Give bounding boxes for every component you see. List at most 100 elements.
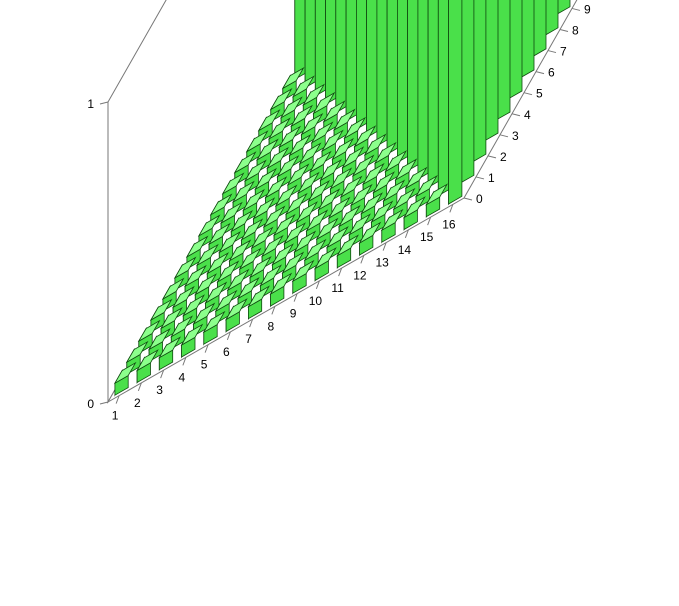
bar-top-face — [331, 137, 354, 161]
bar-top-face — [312, 91, 336, 115]
bar-top-face — [362, 162, 385, 186]
bar-top-face — [136, 349, 159, 372]
bar-top-face — [180, 323, 204, 347]
bar-top-face — [276, 155, 300, 178]
x-tick — [182, 357, 187, 366]
x-tick-label: 2 — [134, 396, 141, 410]
bar-top-face — [208, 222, 231, 246]
y-tick — [547, 50, 557, 54]
bar-top-face — [303, 238, 327, 262]
x-tick-label: 7 — [245, 332, 252, 346]
bar-front-face — [508, 0, 523, 100]
bar-top-face — [329, 167, 353, 190]
x-tick — [271, 306, 276, 315]
bar-top-face — [278, 125, 301, 149]
x-tick-label: 13 — [375, 256, 389, 270]
bar-front-face — [472, 0, 487, 163]
bar-top-face — [309, 150, 332, 174]
x-tick-label: 1 — [112, 409, 119, 423]
bar-top-face — [295, 201, 318, 224]
bar-top-face — [363, 133, 387, 156]
bar-top-face — [221, 172, 245, 195]
y-tick-label: 8 — [572, 24, 579, 38]
bar-top-face — [319, 159, 342, 182]
z-tick — [99, 101, 109, 105]
bar-top-face — [370, 200, 394, 223]
bar — [247, 285, 270, 321]
bar-top-face — [321, 129, 344, 153]
x-tick — [315, 280, 320, 290]
bar-front-face — [556, 0, 571, 16]
y-tick — [475, 176, 485, 180]
bar-top-face — [293, 230, 317, 253]
bar-top-face — [288, 134, 312, 157]
x-tick-label: 6 — [223, 345, 230, 359]
x-tick — [338, 267, 343, 277]
y-tick — [499, 134, 509, 138]
bar — [460, 0, 475, 185]
x-tick — [137, 382, 142, 392]
bar-top-face — [333, 108, 356, 131]
bar-top-face — [237, 277, 260, 300]
bar-front-face — [448, 0, 463, 205]
bar — [113, 361, 137, 397]
bar — [297, 171, 320, 207]
y-tick-label: 2 — [500, 150, 507, 164]
bar — [380, 208, 404, 244]
bar-top-face — [280, 96, 303, 119]
bar-top-face — [290, 104, 313, 128]
bar-top-face — [392, 187, 416, 211]
x-tick-label: 12 — [353, 268, 367, 282]
bar — [269, 272, 293, 308]
y-tick-label: 5 — [536, 87, 543, 101]
x-tick-label: 4 — [179, 370, 186, 384]
bar-top-face — [315, 217, 339, 241]
bar-top-face — [185, 235, 209, 258]
x-tick-label: 16 — [442, 217, 456, 231]
bar-top-face — [220, 201, 243, 225]
y-tick — [511, 113, 521, 117]
bar — [448, 0, 463, 206]
bar-top-face — [197, 214, 221, 237]
bar — [403, 196, 426, 232]
bar-top-face — [182, 294, 205, 317]
bar-top-face — [262, 205, 286, 228]
y-tick — [571, 7, 581, 11]
x-tick — [160, 369, 165, 379]
bar-top-face — [148, 328, 171, 351]
x-tick — [249, 318, 254, 328]
bar-top-face — [341, 146, 365, 169]
x-tick-label: 11 — [331, 281, 344, 295]
bar-top-face — [226, 268, 250, 292]
bar — [425, 183, 448, 219]
bar-top-face — [247, 285, 270, 308]
bar-top-face — [250, 226, 274, 250]
bar-top-face — [269, 272, 293, 296]
y-tick-label: 6 — [548, 66, 555, 80]
bar-top-face — [206, 252, 229, 275]
bar — [136, 349, 159, 385]
bar-top-face — [394, 158, 418, 181]
bar-top-face — [350, 183, 373, 207]
bar-top-face — [360, 192, 383, 215]
bar-top-face — [292, 75, 315, 98]
bar-front-face — [460, 0, 475, 184]
bar-top-face — [172, 285, 195, 309]
bar-top-face — [125, 340, 149, 364]
bar-top-face — [348, 213, 371, 236]
bar-top-face — [273, 213, 296, 237]
bar — [202, 310, 226, 346]
bar-top-face — [269, 88, 293, 111]
bar-top-face — [170, 315, 193, 338]
y-tick-label: 0 — [476, 192, 483, 206]
y-tick-label: 9 — [584, 2, 591, 16]
bar-top-face — [204, 281, 228, 304]
bar — [314, 247, 337, 283]
bar-top-face — [351, 154, 375, 177]
y-tick — [523, 92, 533, 96]
z-tick-label: 1 — [87, 97, 94, 111]
bar-top-face — [137, 319, 161, 343]
bar-top-face — [307, 180, 330, 203]
bar — [358, 221, 382, 257]
